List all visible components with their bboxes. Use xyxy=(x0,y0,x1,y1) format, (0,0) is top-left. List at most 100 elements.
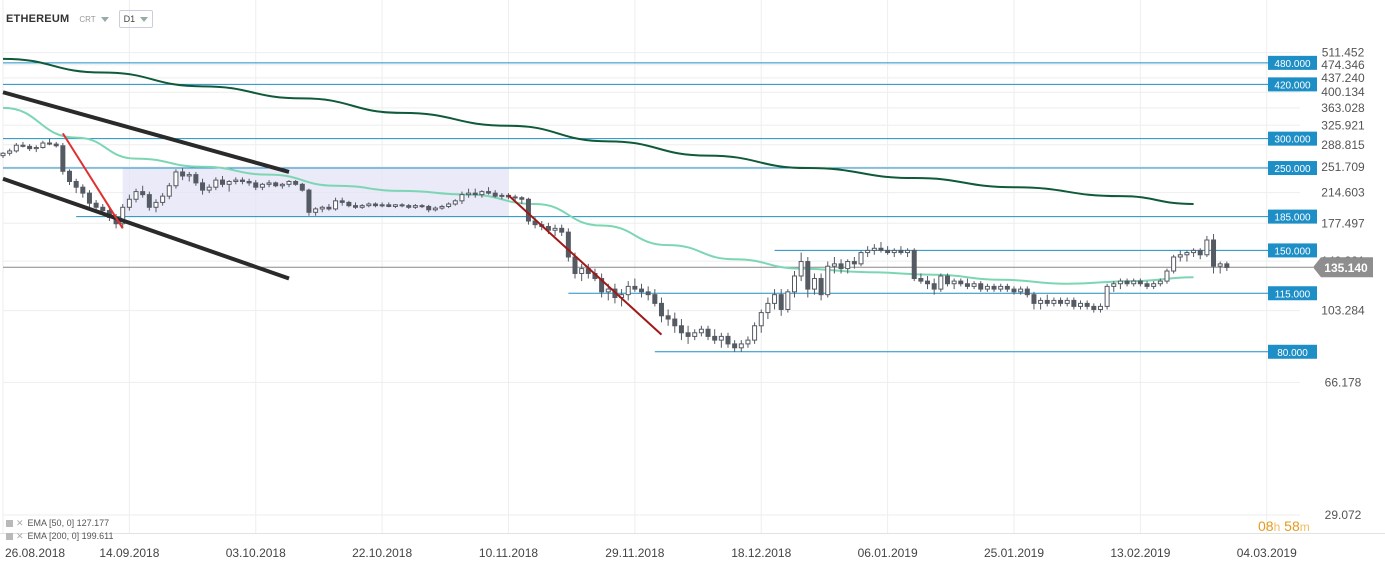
candle xyxy=(732,340,738,352)
candle xyxy=(599,273,605,298)
candle-body-bearish xyxy=(306,189,312,213)
candle xyxy=(0,152,6,159)
candle-body-bullish xyxy=(259,183,265,188)
level-label-text: 420.000 xyxy=(1274,80,1311,91)
candle xyxy=(931,278,937,295)
candle xyxy=(712,329,718,344)
candle-body-bullish xyxy=(1191,249,1197,254)
candle-body-bearish xyxy=(1137,280,1143,285)
candle xyxy=(1157,278,1163,287)
timeframe-dropdown[interactable]: D1 xyxy=(118,10,154,28)
candle xyxy=(379,202,385,208)
x-tick-label: 03.10.2018 xyxy=(226,546,286,560)
instrument-type-dropdown[interactable]: CRT xyxy=(79,15,109,24)
candle xyxy=(353,202,359,209)
level-label-text: 480.000 xyxy=(1274,59,1311,70)
candle xyxy=(133,188,139,203)
candle-body-bearish xyxy=(599,278,605,293)
candle-body-bullish xyxy=(0,152,6,157)
candle-body-bullish xyxy=(459,194,465,202)
candle xyxy=(459,191,465,205)
candle xyxy=(559,224,565,237)
x-tick-label: 13.02.2019 xyxy=(1110,546,1170,560)
candle-body-bearish xyxy=(372,203,378,207)
candle xyxy=(998,283,1004,292)
current-price-text: 135.140 xyxy=(1324,261,1368,275)
candle-body-bearish xyxy=(1024,288,1030,296)
y-tick-label: 251.709 xyxy=(1321,160,1365,174)
symbol-name[interactable]: ETHEREUM xyxy=(6,13,70,25)
candle-body-bearish xyxy=(346,201,352,207)
candle xyxy=(991,283,997,292)
candle-body-bearish xyxy=(639,288,645,293)
settings-icon[interactable] xyxy=(6,533,13,540)
candle-body-bearish xyxy=(545,225,551,231)
candle xyxy=(865,246,871,257)
close-icon[interactable]: ✕ xyxy=(16,518,24,528)
candle-body-bullish xyxy=(951,280,957,285)
settings-icon[interactable] xyxy=(6,520,13,527)
candle-body-bearish xyxy=(778,294,784,310)
candle xyxy=(13,143,19,153)
indicator-value: 199.611 xyxy=(81,531,114,541)
candle xyxy=(146,191,152,211)
candle-body-bearish xyxy=(1224,263,1230,268)
x-tick-label: 06.01.2019 xyxy=(858,546,918,560)
candle-body-bullish xyxy=(392,204,398,207)
candle-body-bearish xyxy=(1071,299,1077,307)
candle-body-bullish xyxy=(1171,256,1177,272)
candle xyxy=(80,184,86,198)
candle-body-bullish xyxy=(1104,285,1110,307)
candle-body-bearish xyxy=(299,183,305,191)
candle-body-bearish xyxy=(1124,280,1130,285)
close-icon[interactable]: ✕ xyxy=(16,531,24,541)
candle-body-bullish xyxy=(1184,252,1190,256)
y-tick-label: 325.921 xyxy=(1321,118,1365,132)
candle xyxy=(392,204,398,209)
candle xyxy=(805,256,811,298)
candle-body-bullish xyxy=(871,247,877,251)
y-tick-label: 400.134 xyxy=(1321,85,1365,99)
candle xyxy=(798,252,804,282)
candle-body-bullish xyxy=(153,201,159,208)
candle xyxy=(213,177,219,191)
candle xyxy=(499,193,505,200)
candle-body-bearish xyxy=(519,197,525,200)
candle-body-bullish xyxy=(319,206,325,210)
candle-body-bullish xyxy=(1117,280,1123,285)
candle-body-bullish xyxy=(226,180,232,185)
x-tick-label: 26.08.2018 xyxy=(5,546,65,560)
candle xyxy=(1011,286,1017,295)
level-label-text: 150.000 xyxy=(1274,246,1311,257)
candle xyxy=(306,188,312,216)
candle-body-bearish xyxy=(246,180,252,184)
candles-layer xyxy=(0,138,1230,352)
candle xyxy=(206,184,212,194)
candle-body-bearish xyxy=(1058,299,1064,304)
candle-body-bullish xyxy=(1078,302,1084,307)
candle xyxy=(27,144,33,151)
candle-body-bearish xyxy=(486,191,492,194)
candle xyxy=(293,180,299,186)
ema-line xyxy=(2,106,1194,285)
candle xyxy=(259,182,265,191)
indicator-label: EMA [200, 0] xyxy=(27,531,80,541)
candle-body-bullish xyxy=(452,200,458,205)
candle xyxy=(366,202,372,208)
trendline xyxy=(2,176,290,281)
candle xyxy=(1191,248,1197,257)
candle-body-bullish xyxy=(7,150,13,154)
candle xyxy=(472,188,478,198)
candle-body-bearish xyxy=(1004,285,1010,290)
candle-body-bullish xyxy=(120,206,126,225)
chart-header: ETHEREUM CRT D1 xyxy=(6,10,154,28)
candle xyxy=(1078,300,1084,310)
candle xyxy=(486,187,492,195)
candle xyxy=(818,273,824,301)
candle-body-bullish xyxy=(845,261,851,270)
candle-body-bearish xyxy=(512,196,518,199)
candle-body-bullish xyxy=(1177,254,1183,258)
candle xyxy=(67,169,73,186)
candle-body-bullish xyxy=(1164,270,1170,282)
